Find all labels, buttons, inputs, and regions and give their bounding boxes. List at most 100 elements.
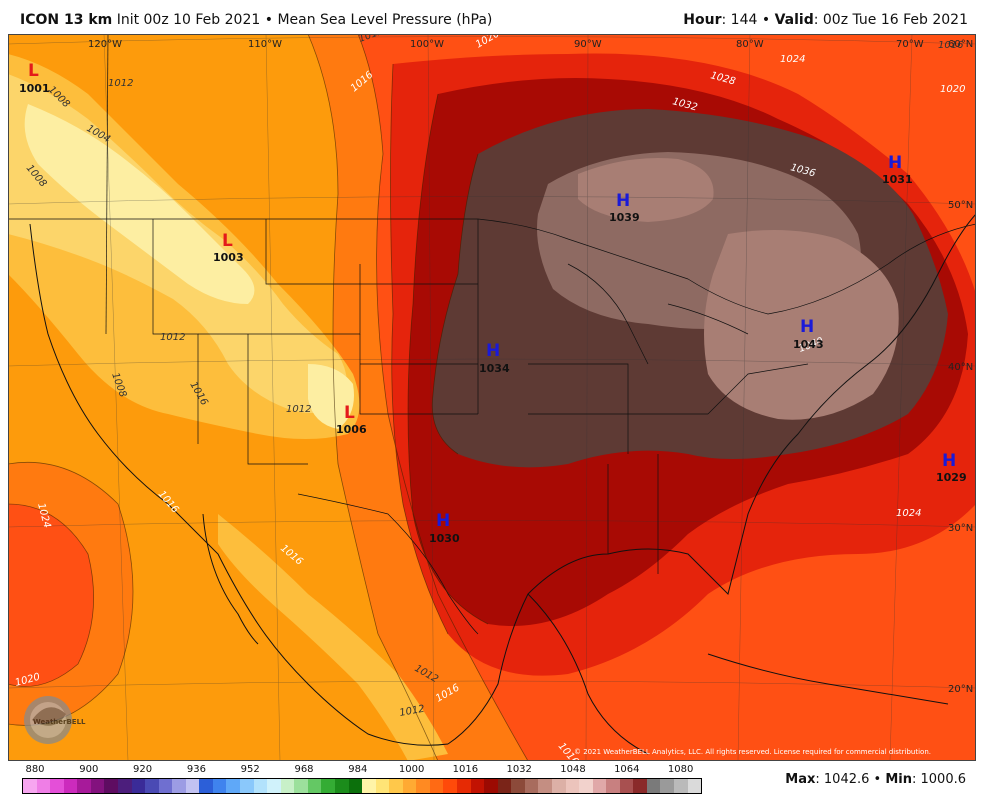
high-system-3: H 1034 — [479, 341, 510, 375]
high-system-6: H 1030 — [429, 511, 460, 545]
contour-label: 1012 — [286, 404, 311, 415]
pressure-center-1039 — [578, 158, 714, 222]
high-value: 1030 — [429, 532, 460, 545]
map-title: ICON 13 km Init 00z 10 Feb 2021 • Mean S… — [20, 12, 492, 28]
legend-swatch — [240, 779, 254, 793]
high-system-4: H 1043 — [793, 317, 824, 351]
legend-color-strip — [22, 778, 702, 794]
contour-label: 1024 — [780, 54, 805, 65]
contour-label: 1012 — [399, 704, 426, 719]
legend-tick-label: 920 — [133, 764, 153, 775]
map-header: ICON 13 km Init 00z 10 Feb 2021 • Mean S… — [0, 0, 984, 34]
hour-label: Hour — [683, 12, 722, 28]
high-marker: H — [942, 451, 956, 471]
legend-swatch — [389, 779, 403, 793]
political-borders — [8, 34, 976, 635]
legend-tick-label: 880 — [25, 764, 45, 775]
low-system-2: L 1003 — [213, 231, 244, 264]
legend-swatch — [294, 779, 308, 793]
lat-label-60n: 60°N — [948, 39, 973, 50]
legend-swatch — [484, 779, 498, 793]
legend-swatch — [511, 779, 525, 793]
low-value: 1006 — [336, 423, 367, 436]
coastlines — [29, 213, 976, 755]
low-value: 1001 — [19, 82, 50, 95]
legend-swatch — [280, 779, 295, 793]
legend-swatch — [524, 779, 539, 793]
high-system-5: H 1029 — [936, 451, 967, 484]
copyright-notice: © 2021 WeatherBELL Analytics, LLC. All r… — [574, 748, 931, 756]
legend-swatch — [619, 779, 634, 793]
lon-label-110w: 110°W — [248, 39, 282, 50]
legend-tick-label: 952 — [240, 764, 260, 775]
summary-bullet: • — [873, 772, 882, 787]
field-name: Mean Sea Level Pressure (hPa) — [277, 12, 493, 28]
valid-label: Valid — [774, 12, 814, 28]
legend-swatch — [23, 779, 37, 793]
max-value: : 1042.6 — [815, 772, 870, 787]
legend-swatch — [660, 779, 674, 793]
contour-label: 1012 — [357, 34, 385, 45]
high-system-1: H 1039 — [609, 191, 640, 224]
low-marker: L — [344, 403, 355, 423]
contour-label: 1024 — [896, 508, 921, 519]
high-marker: H — [800, 317, 814, 337]
min-value: : 1000.6 — [912, 772, 966, 787]
legend-swatch — [63, 779, 78, 793]
valid-time-info: Hour: 144 • Valid: 00z Tue 16 Feb 2021 — [683, 12, 968, 28]
legend-swatch — [416, 779, 430, 793]
legend-tick-label: 1080 — [667, 764, 694, 775]
legend-swatch — [362, 779, 376, 793]
legend-swatch — [199, 779, 213, 793]
legend-swatch — [77, 779, 91, 793]
legend-swatch — [674, 779, 688, 793]
min-label: Min — [885, 772, 912, 787]
lat-label-40n: 40°N — [948, 362, 973, 373]
low-value: 1003 — [213, 251, 244, 264]
high-value: 1034 — [479, 362, 510, 375]
legend-swatch — [565, 779, 580, 793]
lon-label-120w: 120°W — [88, 39, 122, 50]
legend-tick-label: 900 — [79, 764, 99, 775]
map-border — [8, 34, 976, 761]
legend-swatch — [579, 779, 593, 793]
contour-label: 1016 — [938, 40, 963, 51]
legend-swatch — [90, 779, 105, 793]
legend-swatch — [158, 779, 173, 793]
legend-tick-label: 1048 — [560, 764, 586, 775]
legend-swatch — [470, 779, 485, 793]
lon-label-90w: 90°W — [574, 39, 602, 50]
legend-swatch — [646, 779, 661, 793]
pressure-color-legend: 880 900 920 936 952 968 984 1000 1016 1032 1048 106… — [22, 762, 702, 802]
legend-swatch — [348, 779, 363, 793]
high-marker: H — [888, 153, 902, 173]
legend-tick-label: 1016 — [452, 764, 479, 775]
high-value: 1039 — [609, 211, 640, 224]
high-marker: H — [486, 341, 500, 361]
legend-swatch — [497, 779, 512, 793]
legend-tick-label: 1064 — [614, 764, 640, 775]
high-value: 1043 — [793, 338, 824, 351]
low-system-1: L 1001 — [19, 61, 50, 95]
max-label: Max — [785, 772, 816, 787]
map-canvas: 60°N 50°N 40°N 30°N 20°N 120°W 110°W 100… — [8, 34, 976, 761]
legend-swatch — [321, 779, 335, 793]
contour-label: 1020 — [940, 84, 965, 95]
title-bullet: • — [264, 12, 273, 28]
low-marker: L — [28, 61, 39, 81]
high-marker: H — [616, 191, 630, 211]
pressure-band-1012-mexico — [218, 514, 448, 761]
legend-swatch — [375, 779, 390, 793]
legend-swatch — [117, 779, 132, 793]
legend-swatch — [253, 779, 268, 793]
legend-tick-labels: 880 900 920 936 952 968 984 1000 1016 1032 1048 106… — [22, 764, 702, 776]
lat-label-20n: 20°N — [948, 684, 973, 695]
pressure-band-1004 — [24, 104, 255, 304]
logo-text: WeatherBELL — [33, 718, 86, 726]
legend-swatch — [334, 779, 349, 793]
high-system-2: H 1031 — [882, 153, 913, 186]
legend-swatch — [50, 779, 64, 793]
legend-swatch — [226, 779, 240, 793]
legend-swatch — [457, 779, 471, 793]
legend-swatch — [633, 779, 647, 793]
